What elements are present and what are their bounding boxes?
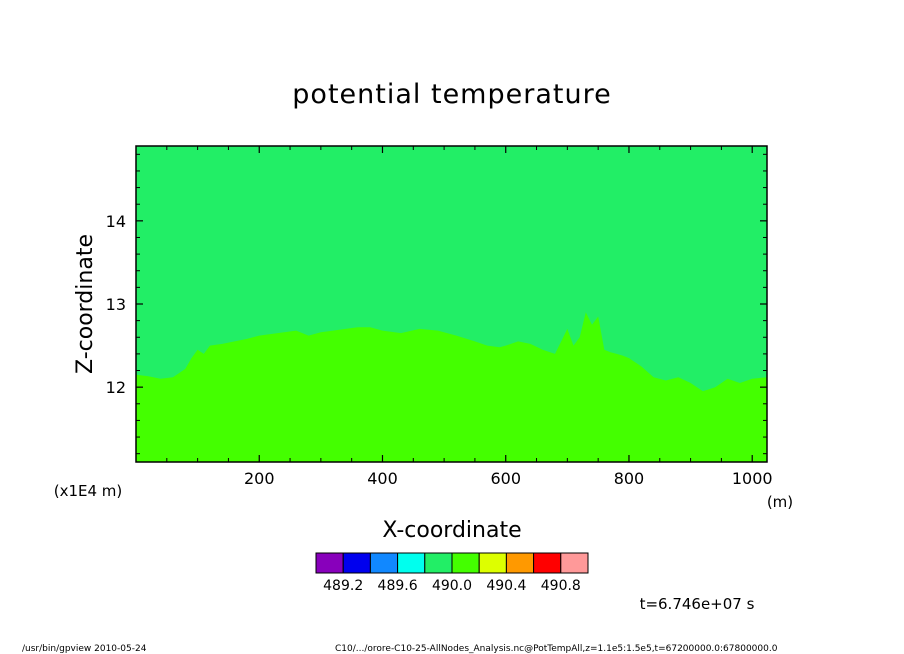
x-tick-label: 1000 <box>732 469 773 488</box>
colorbar-label: 490.4 <box>486 578 526 594</box>
colorbar-swatch <box>533 552 562 574</box>
colorbar-swatch <box>505 552 535 574</box>
y-tick-label: 12 <box>106 378 126 397</box>
colorbar-label: 490.0 <box>432 578 472 594</box>
y-tick-label: 14 <box>106 212 126 231</box>
footer-left: /usr/bin/gpview 2010-05-24 <box>22 644 147 654</box>
x-tick-label: 400 <box>367 469 398 488</box>
x-axis-ticks: 200 400 600 800 1000 <box>166 146 773 488</box>
colorbar-swatch <box>560 552 589 574</box>
colorbar-swatch <box>315 552 344 574</box>
plot-area <box>135 145 768 463</box>
colorbar-label: 490.8 <box>541 578 581 594</box>
y-axis-unit: (x1E4 m) <box>54 482 123 500</box>
chart-title: potential temperature <box>292 79 611 110</box>
colorbar-label: 489.2 <box>323 578 363 594</box>
x-axis-label: X-coordinate <box>382 518 521 543</box>
y-axis-ticks: 12 13 14 <box>106 153 767 455</box>
footer-right: C10/.../orore-C10-25-AllNodes_Analysis.n… <box>335 644 778 654</box>
x-tick-label: 200 <box>244 469 275 488</box>
colorbar-swatch <box>397 552 426 574</box>
colorbar: 489.2 489.6 490.0 490.4 490.8 <box>315 552 589 594</box>
colorbar-label: 489.6 <box>378 578 418 594</box>
time-label: t=6.746e+07 s <box>640 595 755 613</box>
x-tick-label: 600 <box>490 469 521 488</box>
colorbar-swatch <box>424 552 453 574</box>
y-axis-label: Z-coordinate <box>73 234 98 374</box>
colorbar-swatch <box>369 552 399 574</box>
colorbar-swatch <box>451 552 480 574</box>
y-tick-label: 13 <box>106 295 126 314</box>
lower-region <box>136 312 767 462</box>
x-tick-label: 800 <box>614 469 645 488</box>
colorbar-swatch <box>478 552 507 574</box>
colorbar-swatch <box>342 552 371 574</box>
x-axis-unit: (m) <box>767 493 793 511</box>
